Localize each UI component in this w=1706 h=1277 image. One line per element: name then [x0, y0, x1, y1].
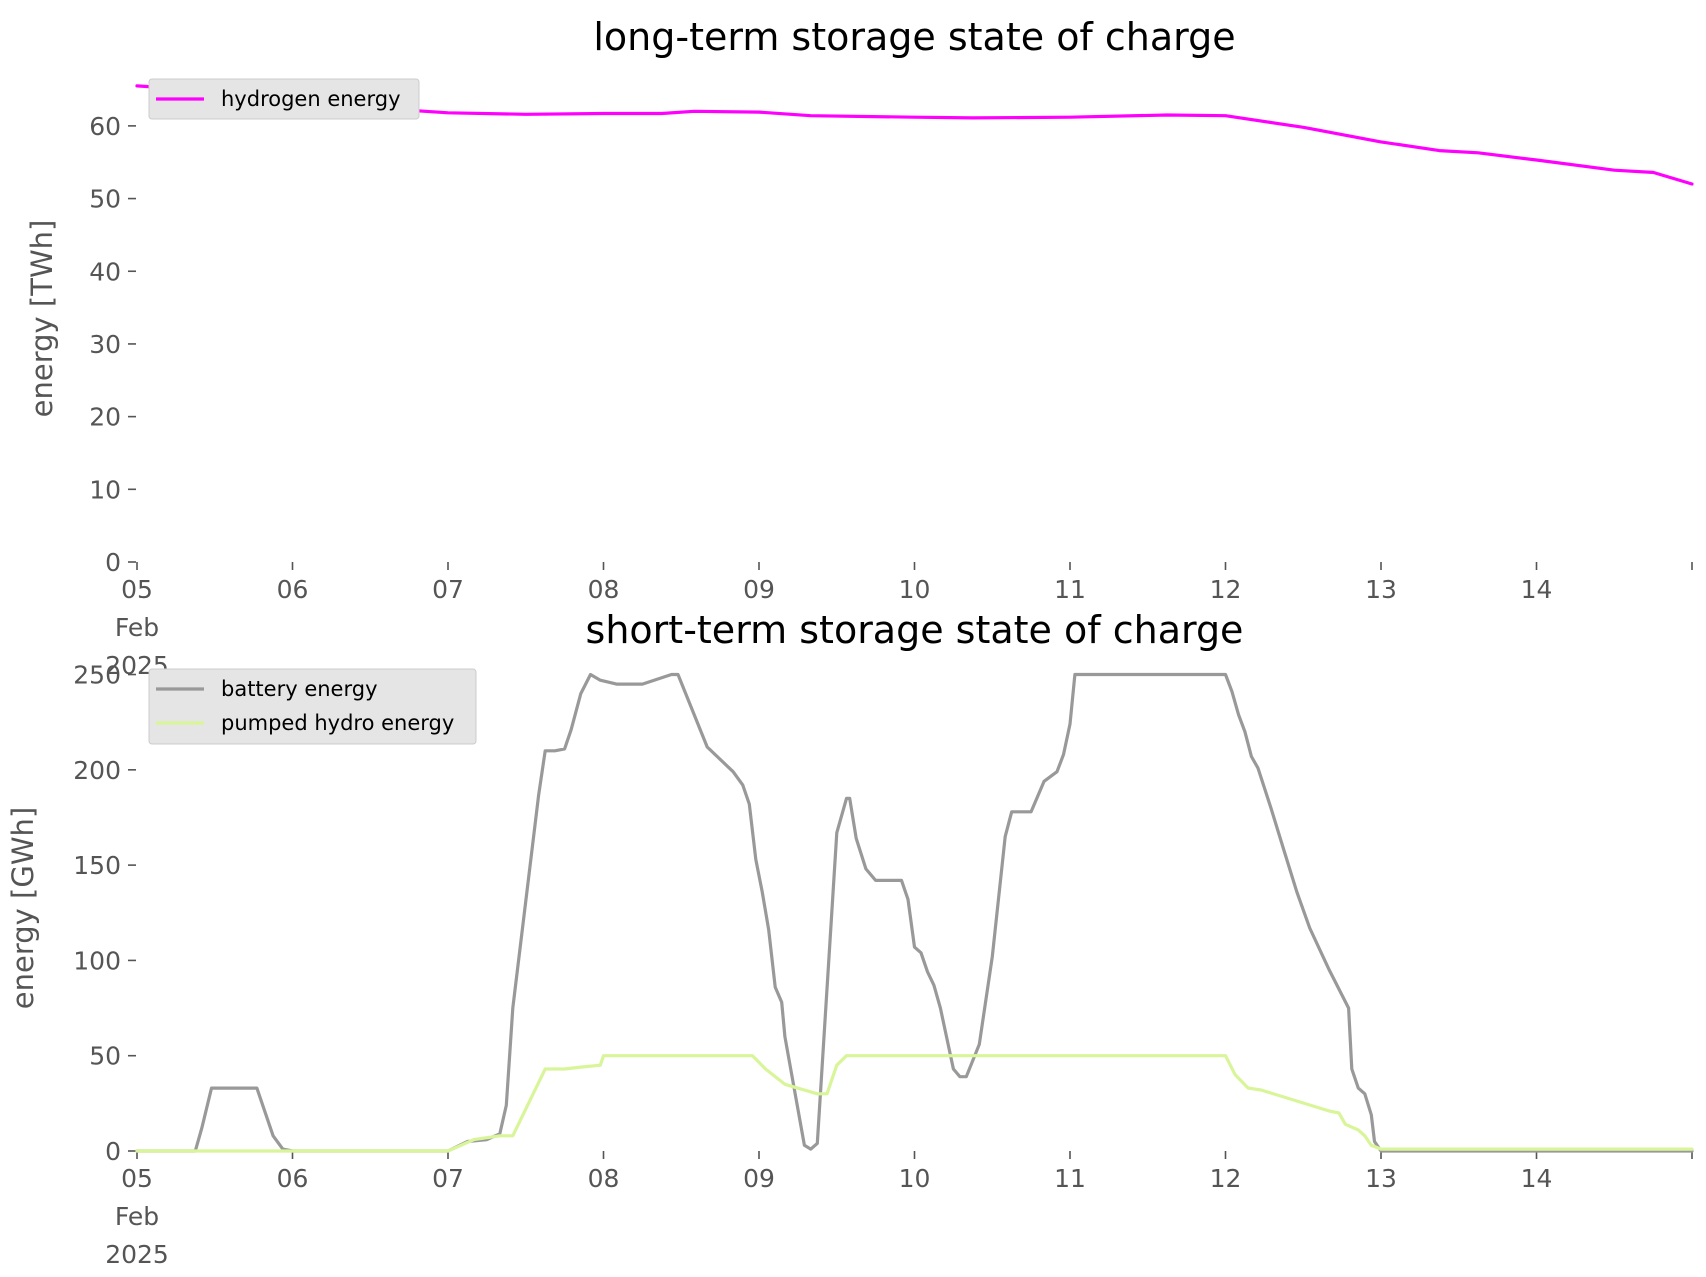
x-tick-label: 08	[588, 1164, 620, 1193]
y-tick-label: 100	[73, 946, 121, 975]
x-tick-label: 11	[1054, 1164, 1086, 1193]
x-tick-label: 14	[1521, 1164, 1553, 1193]
series-line-pumped-hydro-energy	[135, 1054, 1694, 1153]
x-tick-label: 14	[1521, 575, 1553, 604]
y-tick-label: 50	[89, 1042, 121, 1071]
y-tick-label: 10	[89, 475, 121, 504]
x-tick-label: 12	[1210, 1164, 1242, 1193]
y-tick-label: 50	[89, 185, 121, 214]
y-tick-label: 0	[105, 1137, 121, 1166]
y-tick-label: 200	[73, 756, 121, 785]
x-tick-label: 10	[899, 1164, 931, 1193]
legend: battery energy pumped hydro energy	[148, 668, 477, 745]
legend: hydrogen energy	[148, 78, 420, 120]
y-tick-label: 30	[89, 330, 121, 359]
x-tick-label: 05	[121, 575, 153, 604]
y-tick-label: 40	[89, 257, 121, 286]
y-axis-label: energy [TWh]	[25, 220, 59, 418]
x-tick-label: 09	[743, 1164, 775, 1193]
x-tick-label: Feb	[115, 613, 159, 642]
legend-label: hydrogen energy	[221, 87, 401, 111]
legend-label: battery energy	[221, 677, 378, 701]
y-tick-label: 250	[73, 661, 121, 690]
y-tick-label: 60	[89, 112, 121, 141]
legend-box	[148, 668, 477, 745]
x-tick-label: 06	[277, 575, 309, 604]
x-tick-label: 10	[899, 575, 931, 604]
legend-box	[148, 78, 420, 120]
x-tick-label: 11	[1054, 575, 1086, 604]
chart-title: long-term storage state of charge	[593, 15, 1235, 59]
long-term-chart: long-term storage state of charge energy …	[25, 15, 1694, 680]
series-line-hydrogen-energy	[135, 84, 1694, 186]
x-tick-label: 06	[277, 1164, 309, 1193]
x-tick-label: 09	[743, 575, 775, 604]
y-tick-label: 20	[89, 403, 121, 432]
x-tick-label: 07	[432, 575, 464, 604]
y-tick-label: 150	[73, 851, 121, 880]
x-tick-label: 2025	[105, 1240, 169, 1269]
x-tick-label: Feb	[115, 1202, 159, 1231]
series-line-battery-energy	[135, 672, 1694, 1153]
x-tick-label: 07	[432, 1164, 464, 1193]
x-tick-label: 05	[121, 1164, 153, 1193]
y-tick-label: 0	[105, 548, 121, 577]
chart-title: short-term storage state of charge	[586, 608, 1244, 652]
short-term-chart: short-term storage state of charge energy…	[6, 608, 1694, 1269]
x-tick-label: 13	[1365, 575, 1397, 604]
x-tick-label: 08	[588, 575, 620, 604]
y-axis-label: energy [GWh]	[6, 807, 40, 1009]
legend-label: pumped hydro energy	[221, 711, 454, 735]
x-tick-label: 13	[1365, 1164, 1397, 1193]
x-tick-label: 12	[1210, 575, 1242, 604]
